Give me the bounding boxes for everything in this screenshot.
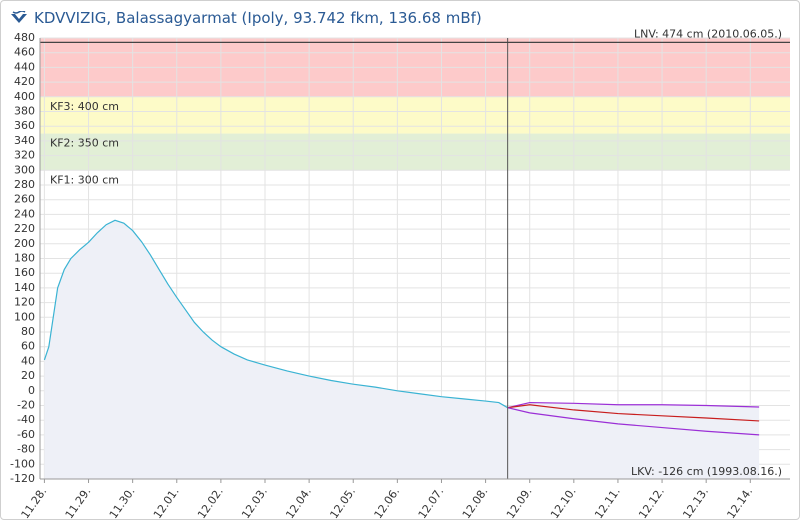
threshold-band [40,96,790,134]
x-tick-label: 11.28. [19,485,50,520]
x-tick-label: 12.14. [724,485,755,520]
x-tick-label: 12.12. [636,485,667,520]
y-tick-label: 0 [28,384,35,397]
x-tick-label: 12.06. [372,485,403,520]
title-bar: KDVVIZIG, Balassagyarmat (Ipoly, 93.742 … [10,9,482,27]
y-tick-label: 440 [14,60,35,73]
y-tick-label: 340 [14,134,35,147]
x-tick-label: 11.30. [107,485,138,520]
y-tick-label: 120 [14,296,35,309]
record-low-label: LKV: -126 cm (1993.08.16.) [631,465,782,478]
chart-title: KDVVIZIG, Balassagyarmat (Ipoly, 93.742 … [34,9,482,27]
threshold-label: KF1: 300 cm [50,173,119,186]
y-tick-label: 220 [14,222,35,235]
y-tick-label: 80 [21,325,35,338]
y-tick-label: 320 [14,149,35,162]
x-tick-label: 12.11. [592,485,623,520]
threshold-label: KF2: 350 cm [50,137,119,150]
y-tick-label: 180 [14,252,35,265]
x-tick-label: 12.03. [239,485,270,520]
y-tick-label: 480 [14,31,35,44]
y-tick-label: -80 [17,443,35,456]
y-tick-label: 60 [21,340,35,353]
y-tick-label: 300 [14,163,35,176]
y-tick-label: -60 [17,428,35,441]
y-tick-label: 260 [14,193,35,206]
x-tick-label: 12.09. [504,485,535,520]
y-tick-label: 400 [14,90,35,103]
x-tick-label: 12.13. [680,485,711,520]
area-fill [44,220,508,479]
y-tick-label: -120 [10,472,35,485]
y-tick-label: 160 [14,266,35,279]
x-tick-label: 12.01. [151,485,182,520]
record-high-label: LNV: 474 cm (2010.06.05.) [634,27,782,40]
y-tick-label: -20 [17,399,35,412]
y-tick-label: 380 [14,105,35,118]
threshold-label: KF3: 400 cm [50,100,119,113]
x-tick-label: 12.10. [548,485,579,520]
series-line [43,219,508,409]
x-tick-label: 12.07. [416,485,447,520]
x-tick-label: 12.05. [327,485,358,520]
series-line [507,401,760,409]
y-tick-label: -100 [10,457,35,470]
y-tick-label: 100 [14,310,35,323]
y-tick-label: 40 [21,354,35,367]
y-tick-label: -40 [17,413,35,426]
y-tick-label: 280 [14,178,35,191]
series-line [507,407,760,436]
y-tick-label: 460 [14,46,35,59]
area-fill [507,402,760,479]
y-tick-label: 240 [14,207,35,220]
threshold-band [40,133,790,171]
x-tick-label: 12.08. [460,485,491,520]
y-tick-label: 360 [14,119,35,132]
y-tick-label: 140 [14,281,35,294]
x-tick-label: 12.02. [195,485,226,520]
logo [11,11,27,23]
y-tick-label: 200 [14,237,35,250]
x-tick-label: 11.29. [63,485,94,520]
series-line [507,404,760,422]
x-tick-label: 12.04. [283,485,314,520]
y-tick-label: 420 [14,75,35,88]
y-tick-label: 20 [21,369,35,382]
